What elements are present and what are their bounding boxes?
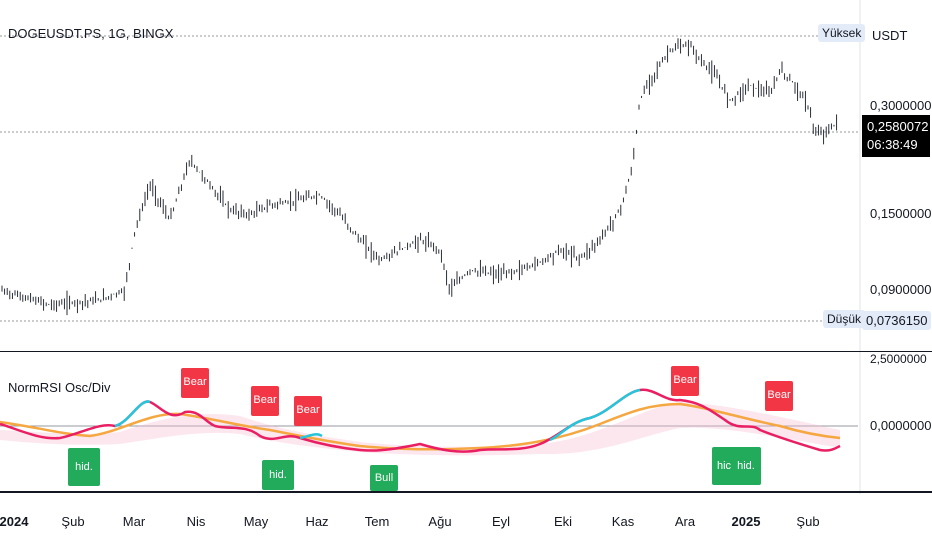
price-bars [1, 38, 838, 316]
time-tick: Tem [364, 514, 390, 529]
time-tick: Haz [305, 514, 329, 529]
hidden-signal: hid. [262, 460, 294, 490]
last-price-badge: 0,2580072 06:38:49 [862, 115, 930, 157]
time-tick: Ara [674, 514, 696, 529]
time-tick: May [243, 514, 269, 529]
time-tick: Şub [61, 514, 85, 529]
ticker-label: DOGEUSDT.PS, 1G, BINGX [8, 26, 174, 41]
time-tick: Mar [122, 514, 146, 529]
time-tick: Eyl [491, 514, 511, 529]
countdown-value: 06:38:49 [867, 137, 918, 152]
time-tick: Nis [186, 514, 206, 529]
osc-fast-up-segments [114, 388, 641, 442]
bear-signal: Bear [251, 386, 279, 416]
bear-signal: Bear [765, 381, 793, 411]
time-tick: Eki [553, 514, 573, 529]
price-tick-0: 0,3000000 [870, 98, 932, 113]
price-tick-1: 0,1500000 [870, 206, 932, 221]
osc-band [0, 402, 840, 456]
hidden-signal: hid. [731, 447, 761, 485]
osc-tick-top: 2,5000000 [870, 352, 927, 366]
time-tick: Ağu [428, 514, 452, 529]
high-tag: Yüksek [818, 24, 866, 42]
low-tag: Düşük [823, 310, 866, 328]
time-tick: 2024 [0, 514, 29, 529]
price-chart[interactable] [0, 0, 932, 352]
last-price-value: 0,2580072 [867, 119, 929, 134]
time-tick: Şub [796, 514, 820, 529]
bear-signal: Bear [294, 396, 322, 426]
indicator-title[interactable]: NormRSI Osc/Div [8, 380, 111, 395]
price-tick-2: 0,0900000 [870, 282, 932, 297]
bull-signal: Bull [370, 465, 398, 491]
bear-signal: Bear [181, 368, 209, 398]
osc-tick-zero: 0,0000000 [870, 418, 932, 433]
oscillator-chart[interactable] [0, 352, 932, 494]
bear-signal: Bear [671, 366, 699, 396]
time-tick: 2025 [731, 514, 761, 529]
currency-label[interactable]: USDT [872, 28, 908, 43]
hidden-signal: hid. [68, 448, 100, 486]
low-price-tag: 0,0736150 [862, 311, 932, 330]
time-tick: Kas [611, 514, 635, 529]
